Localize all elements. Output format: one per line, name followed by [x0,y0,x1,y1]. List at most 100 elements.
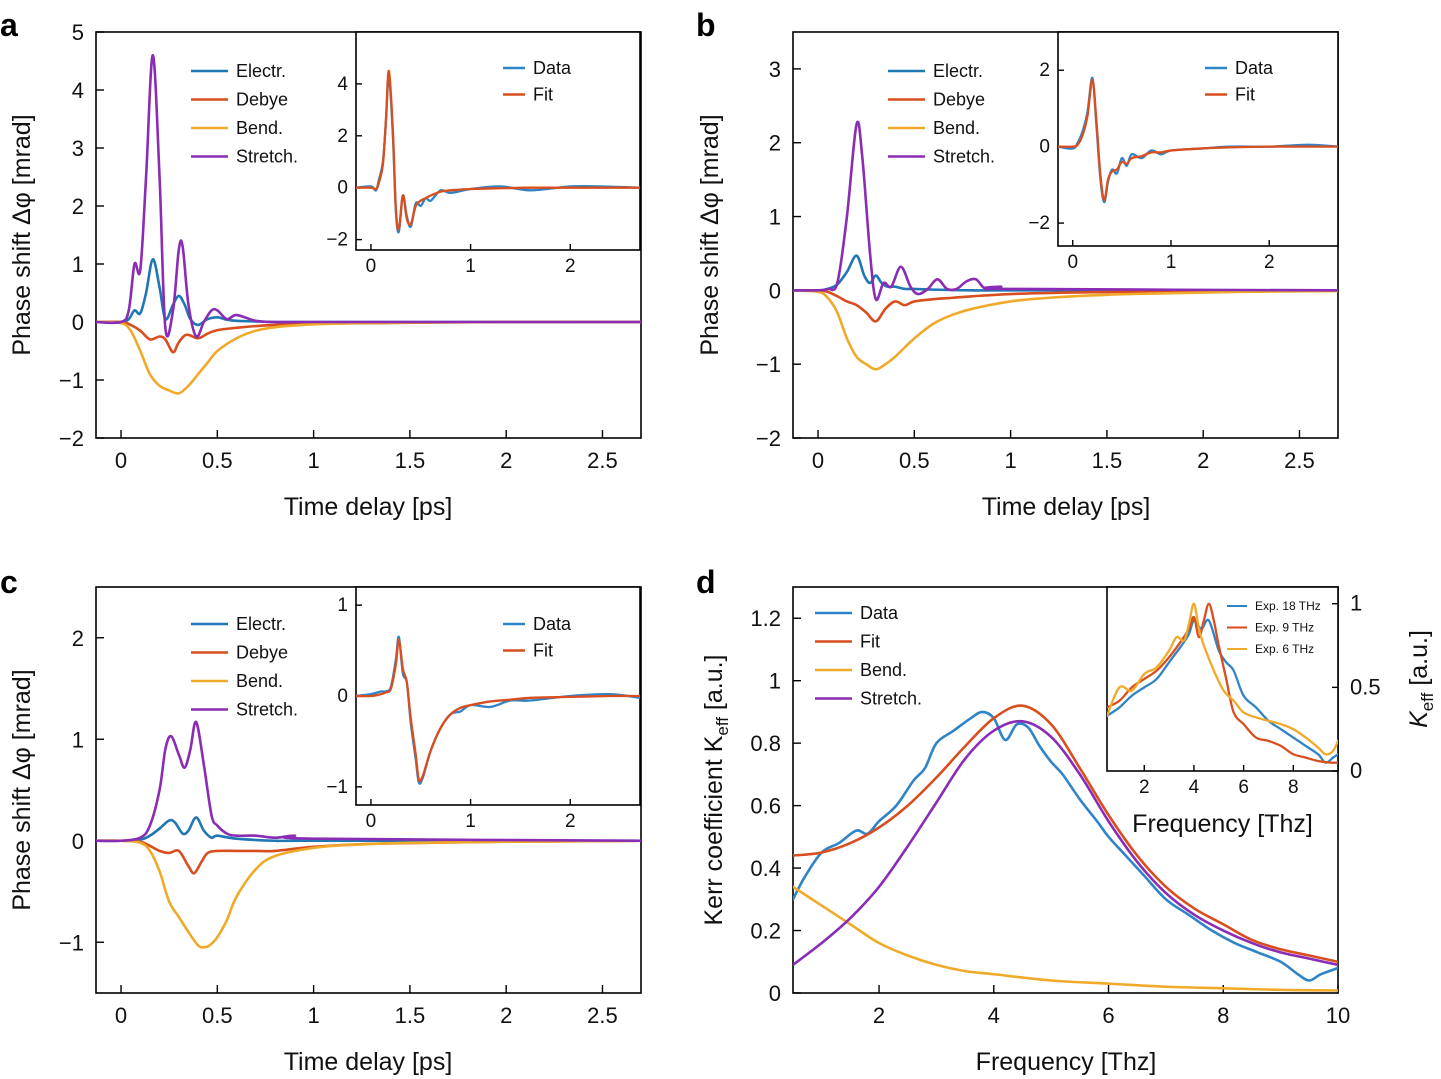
x-tick-label: 0 [366,811,377,832]
y-tick-label: 0 [337,178,348,199]
panel-label: b [696,7,716,43]
y-tick-label: 2 [337,126,348,147]
inset-background [356,32,640,250]
x-tick-label: 0 [115,1003,127,1028]
plot-frame [792,586,1339,994]
x-tick-label: 2 [500,448,512,473]
legend-label: Data [860,603,899,623]
x-tick-label: 0.5 [899,448,930,473]
legend-label: Data [533,614,572,634]
x-tick-label: 1 [307,448,319,473]
y-tick-label: −2 [59,426,84,451]
inset-background [1058,32,1338,246]
y-tick-label: 1 [769,669,781,694]
y-axis-label: Kerr coefficient Keff [a.u.] [700,654,732,925]
series-line-bend- [96,320,641,395]
y-tick-label: 0 [337,686,348,707]
series-line-bend- [96,839,641,949]
plot-frame [1106,586,1339,772]
series-line-electr- [96,816,641,843]
y-axis-label: Phase shift Δφ [mrad] [8,114,36,355]
y-tick-label: 0.4 [750,856,781,881]
y-tick-label: 0.6 [750,794,781,819]
series-line-data [793,710,1338,982]
y-tick-label: −1 [326,777,348,798]
x-tick-label: 0.5 [202,448,233,473]
series-line-stretch- [793,120,1338,302]
legend-label: Bend. [236,118,283,138]
plot-frame [355,31,641,251]
series-line-fit [1058,78,1338,202]
x-tick-label: 2.5 [587,448,618,473]
x-tick-label: 1 [465,811,476,832]
y-tick-label: 1 [769,205,781,230]
x-tick-label: 8 [1288,777,1299,798]
x-tick-label: 4 [1189,777,1200,798]
inset-x-axis-label: Frequency [Thz] [1132,810,1313,838]
legend-label: Data [1235,58,1274,78]
y-tick-label: 1 [72,252,84,277]
panel-label: c [0,564,18,600]
x-tick-label: 0 [1067,252,1078,273]
x-tick-label: 4 [988,1003,1000,1028]
y-tick-label: 0 [72,829,84,854]
x-tick-label: 10 [1326,1003,1350,1028]
series-line-exp-6-thz [1107,602,1338,756]
x-tick-label: 6 [1238,777,1249,798]
legend-label: Exp. 9 THz [1255,621,1314,635]
x-tick-label: 8 [1217,1003,1229,1028]
y-tick-label: 0.2 [750,919,781,944]
y-tick-label: 2 [72,194,84,219]
legend-label: Debye [236,90,288,110]
y-tick-label: −1 [59,930,84,955]
panel-label: a [0,7,18,43]
series-line-exp-9-thz [1107,602,1338,764]
legend-label: Stretch. [236,700,298,720]
x-tick-label: 2.5 [1284,448,1315,473]
right-y-axis-label-subscript: eff [1418,692,1437,711]
x-tick-label: 0.5 [202,1003,233,1028]
legend-label: Debye [236,643,288,663]
y-tick-label: 2 [1039,60,1050,81]
y-tick-label: 4 [337,74,348,95]
x-axis-label: Time delay [ps] [284,1048,453,1076]
x-axis-label: Time delay [ps] [284,493,453,521]
legend-label: Stretch. [860,689,922,709]
legend-label: Electr. [236,61,286,81]
x-tick-label: 1 [1004,448,1016,473]
y-tick-label: −2 [326,230,348,251]
x-tick-label: 1.5 [395,448,426,473]
x-axis-label: Time delay [ps] [982,493,1151,521]
series-line-bend- [793,289,1338,371]
x-tick-label: 1 [465,256,476,277]
right-y-axis-label: Keff [a.u.] [1405,630,1437,728]
panel-label: d [696,564,716,600]
legend-label: Bend. [860,660,907,680]
series-line-stretch- [793,719,1338,967]
legend-label: Bend. [236,671,283,691]
legend-label: Fit [533,85,553,105]
y-tick-label: −1 [59,368,84,393]
x-tick-label: 2 [565,256,576,277]
y-tick-label: −1 [756,352,781,377]
x-tick-label: 0 [115,448,127,473]
y-tick-label: 2 [72,626,84,651]
x-tick-label: 1.5 [395,1003,426,1028]
y-tick-label: 0.8 [750,731,781,756]
inset-plot: 2 4 6 8 Exp. 18 THz Exp. 9 THz Exp. 6 THz 0 0.5 1… [1106,586,1437,838]
legend-label: Electr. [933,61,983,81]
series-line-stretch- [96,53,641,339]
legend-label: Fit [533,641,553,661]
y-tick-label: 0 [1039,137,1050,158]
y-tick-label: 3 [769,57,781,82]
panel-b: b 0 0.5 1 1.5 2 2.5 −2 −1 0 1 2 3 Time delay [ps] Phas… [696,7,1339,521]
y-axis-label-unit: [a.u.] [700,654,728,717]
x-tick-label: 1 [307,1003,319,1028]
legend-label: Debye [933,90,985,110]
x-tick-label: 6 [1102,1003,1114,1028]
x-tick-label: 2 [1139,777,1150,798]
series-line-bend- [793,885,1338,992]
y-tick-label: 0 [769,981,781,1006]
